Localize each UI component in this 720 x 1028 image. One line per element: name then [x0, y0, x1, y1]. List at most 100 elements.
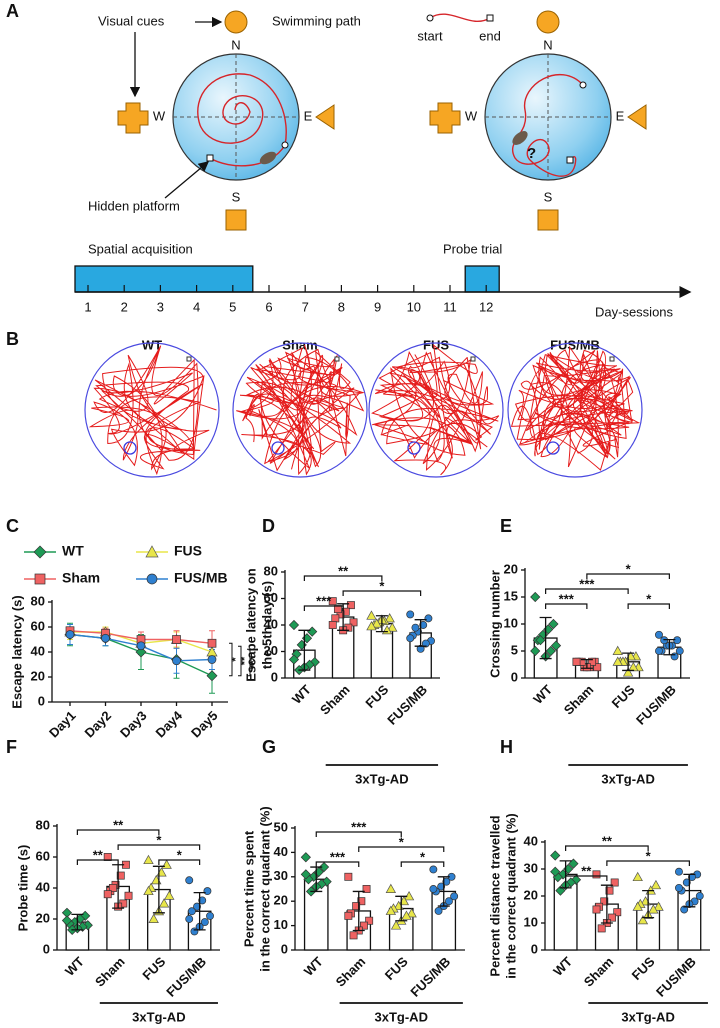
data-point [328, 597, 337, 606]
question-mark: ? [527, 145, 536, 162]
data-point [424, 614, 433, 623]
y-tick-label: 80 [31, 593, 45, 608]
data-point [632, 871, 643, 882]
y-tick-label: 20 [31, 668, 45, 683]
data-point [572, 657, 581, 666]
x-tick-label: WT [62, 954, 87, 979]
data-point [610, 878, 619, 887]
data-point [344, 872, 353, 881]
compass: W [153, 108, 166, 123]
data-point [124, 891, 133, 900]
data-point [650, 879, 662, 890]
error-bar [152, 865, 165, 914]
swim-track [88, 345, 217, 476]
legend-marker [145, 545, 159, 558]
day-label: 1 [84, 299, 91, 314]
y-tick-label: 20 [274, 893, 288, 908]
error-bar [298, 629, 311, 671]
marker [65, 630, 75, 639]
y-tick-label: 80 [36, 817, 50, 832]
data-point [103, 853, 112, 861]
sig-label: *** [316, 593, 332, 608]
x-tick-label: Day5 [188, 708, 221, 741]
y-tick-label: 10 [524, 914, 538, 929]
sig-label: ** [602, 833, 613, 848]
x-tick-label: FUS/MB [633, 682, 679, 728]
data-point [548, 618, 559, 630]
sig-bracket [545, 603, 588, 609]
data-point [655, 647, 663, 655]
data-point [535, 635, 546, 646]
sig-bracket [76, 829, 160, 835]
day-label: 6 [265, 299, 272, 314]
data-point [406, 610, 415, 619]
sig-bracket [358, 846, 445, 852]
x-tick-label: FUS/MB [653, 954, 699, 1000]
panel-label: C [6, 516, 19, 536]
sig-label: * [156, 832, 162, 847]
data-point [185, 876, 194, 885]
day-label: 2 [121, 299, 128, 314]
day-label: 7 [302, 299, 309, 314]
data-point [608, 913, 617, 922]
data-point [406, 634, 415, 643]
platform-zone [546, 441, 560, 455]
error-bar [539, 616, 552, 660]
error-bar [71, 913, 84, 931]
data-point [193, 902, 201, 911]
sig-bracket [76, 859, 119, 865]
sig-label: * [626, 561, 632, 576]
marker [136, 641, 146, 651]
sig-label: *** [579, 576, 595, 591]
y-axis-label: in the correct quadrant (%) [503, 813, 518, 978]
data-point [304, 659, 315, 670]
data-point [655, 630, 663, 639]
data-point [385, 905, 397, 915]
error-bar [559, 860, 572, 889]
legend-start [426, 14, 434, 22]
day-label: 11 [443, 299, 457, 314]
x-tick-label: FUS/MB [163, 954, 209, 1000]
swim-path [209, 144, 286, 167]
marker [172, 656, 181, 666]
swim-track [510, 345, 641, 471]
sig-bracket [545, 588, 629, 594]
day-label: 4 [193, 299, 200, 314]
y-tick-label: 20 [36, 910, 50, 925]
data-point [682, 878, 691, 887]
y-tick-label: 0 [271, 669, 278, 684]
pool-outline [507, 342, 643, 478]
data-point [366, 610, 377, 620]
label: Probe trial [443, 241, 502, 256]
y-axis-label: Escape latency on [243, 568, 258, 681]
platform-zone [407, 441, 421, 455]
track-title: FUS/MB [550, 337, 600, 352]
error-bar [395, 895, 408, 922]
y-tick-label: 60 [264, 590, 278, 605]
day-label: 8 [338, 299, 345, 314]
y-axis-label: Percent time spent [241, 830, 256, 947]
data-point [675, 867, 683, 876]
x-tick-label: FUS/MB [384, 682, 430, 728]
sig-bracket [238, 645, 242, 677]
y-tick-label: 20 [504, 561, 518, 576]
x-tick-label: WT [530, 682, 555, 707]
label: Spatial acquisition [88, 241, 193, 256]
x-tick-label: FUS [139, 954, 168, 983]
sig-bracket [158, 859, 201, 865]
compass: N [543, 37, 552, 52]
visual-cues [117, 10, 647, 231]
y-tick-label: 15 [504, 588, 518, 603]
x-tick-label: FUS [629, 954, 658, 983]
data-point [653, 901, 664, 911]
data-point [190, 927, 199, 936]
y-tick-label: 30 [274, 868, 288, 883]
sig-bracket [315, 861, 360, 867]
data-point [550, 850, 561, 861]
data-point [680, 905, 689, 914]
panel-label: F [6, 737, 17, 757]
data-point [316, 879, 327, 890]
data-point [550, 640, 562, 651]
y-tick-label: 0 [511, 669, 518, 684]
